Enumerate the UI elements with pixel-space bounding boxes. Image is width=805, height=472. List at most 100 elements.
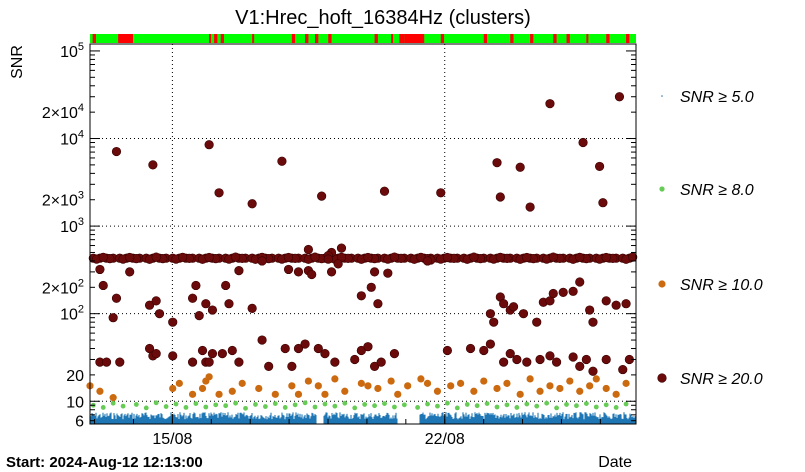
- snr8-point: [120, 403, 126, 409]
- snr20-point: [283, 264, 294, 275]
- snr10-point: [288, 382, 296, 390]
- snr20-point: [568, 286, 578, 296]
- snr10-point: [546, 382, 554, 390]
- snr8-point: [272, 401, 278, 407]
- snr10-point: [341, 387, 349, 395]
- segment-bad: [553, 34, 557, 43]
- y-tick-label: 2×103: [42, 190, 84, 210]
- snr20-point: [373, 299, 383, 309]
- legend-marker: [659, 186, 665, 192]
- snr20-point: [558, 287, 568, 297]
- snr20-point: [247, 303, 257, 313]
- plot-area: [90, 44, 636, 424]
- snr20-point: [568, 352, 578, 362]
- snr20-point: [469, 252, 479, 262]
- snr20-point: [551, 357, 562, 367]
- legend: SNR ≥ 5.0 SNR ≥ 8.0 SNR ≥ 10.0 SNR ≥ 20.0: [657, 89, 763, 388]
- snr8-point: [243, 405, 248, 411]
- segment-bad: [305, 34, 309, 43]
- snr8-point: [583, 401, 589, 407]
- snr10-point: [503, 379, 511, 387]
- snr8-point: [564, 402, 569, 407]
- y-tick-label: 20: [66, 368, 84, 385]
- snr8-point: [173, 401, 179, 407]
- snr20-point: [601, 296, 611, 306]
- snr20-point: [326, 267, 337, 277]
- snr20-point: [168, 351, 178, 361]
- snr20-point: [217, 349, 227, 359]
- snr20-point: [207, 349, 218, 359]
- snr20-point: [366, 282, 376, 292]
- snr8-point: [464, 402, 470, 407]
- snr20-point: [442, 345, 452, 356]
- snr20-point: [307, 269, 317, 280]
- x-axis: 15/08 22/08: [94, 414, 601, 448]
- x-tick-label: 22/08: [425, 431, 465, 448]
- snr8-point: [613, 405, 619, 410]
- snr10-point: [493, 384, 501, 393]
- snr8-point: [435, 403, 440, 409]
- snr20-point: [585, 305, 595, 315]
- snr10-point: [215, 390, 223, 398]
- snr20-point: [518, 309, 529, 319]
- snr20-point: [125, 252, 135, 263]
- snr20-point: [535, 354, 545, 365]
- snr10-point: [109, 394, 117, 402]
- snr20-point: [201, 299, 211, 309]
- grid-lines: [90, 44, 636, 424]
- snr8-point: [484, 401, 490, 407]
- snr20-point: [545, 351, 555, 361]
- snr20-point: [303, 244, 314, 255]
- snr20-point: [350, 354, 360, 365]
- snr10-point: [374, 384, 382, 393]
- snr10-point: [169, 384, 177, 393]
- snr20-point: [231, 252, 241, 262]
- snr10-point: [417, 375, 425, 383]
- legend-label: SNR ≥ 5.0: [680, 89, 754, 106]
- snr20-point: [204, 357, 214, 367]
- snr20-point: [465, 343, 476, 354]
- snr20-point: [115, 357, 125, 367]
- snr20-point: [191, 280, 201, 291]
- snr20-point: [98, 280, 108, 291]
- snr20-point: [611, 300, 621, 310]
- snr20-point: [442, 252, 452, 263]
- snr20-point: [204, 140, 214, 150]
- snr8-point: [524, 401, 530, 407]
- segment-bad: [606, 34, 610, 43]
- snr20-point: [144, 300, 155, 310]
- snr20-point: [505, 349, 515, 359]
- snr20-point: [234, 357, 244, 367]
- snr10-point: [238, 379, 246, 387]
- snr8-point: [554, 405, 559, 411]
- segment-bad: [404, 34, 425, 43]
- snr20-point: [151, 349, 161, 359]
- snr10-point: [586, 382, 594, 390]
- segment-bad: [399, 34, 405, 43]
- segment-bad: [566, 34, 570, 43]
- segment-bad: [92, 34, 96, 43]
- snr10-point: [387, 377, 395, 385]
- snr20-point: [594, 161, 605, 172]
- snr20-point: [485, 339, 496, 349]
- snr20-point: [356, 291, 366, 301]
- y-tick-label: 2×104: [42, 102, 84, 122]
- segment-bad: [291, 34, 296, 43]
- snr20-point: [98, 252, 108, 262]
- snr20-point: [148, 160, 158, 170]
- snr20-point: [614, 92, 625, 102]
- snr20-point: [621, 299, 631, 309]
- legend-label: SNR ≥ 10.0: [680, 277, 763, 294]
- snr10-point: [576, 387, 584, 395]
- snr8-point: [474, 403, 480, 409]
- snr20-point: [264, 361, 274, 372]
- snr8-point: [342, 400, 348, 406]
- snr20-point: [283, 252, 294, 263]
- snr20-point: [575, 252, 585, 262]
- snr20-point: [287, 361, 297, 372]
- snr20-point: [280, 343, 290, 354]
- snr20-point: [111, 146, 122, 157]
- snr10-point: [457, 379, 465, 387]
- snr8-point: [352, 405, 358, 411]
- snr20-point: [227, 345, 237, 356]
